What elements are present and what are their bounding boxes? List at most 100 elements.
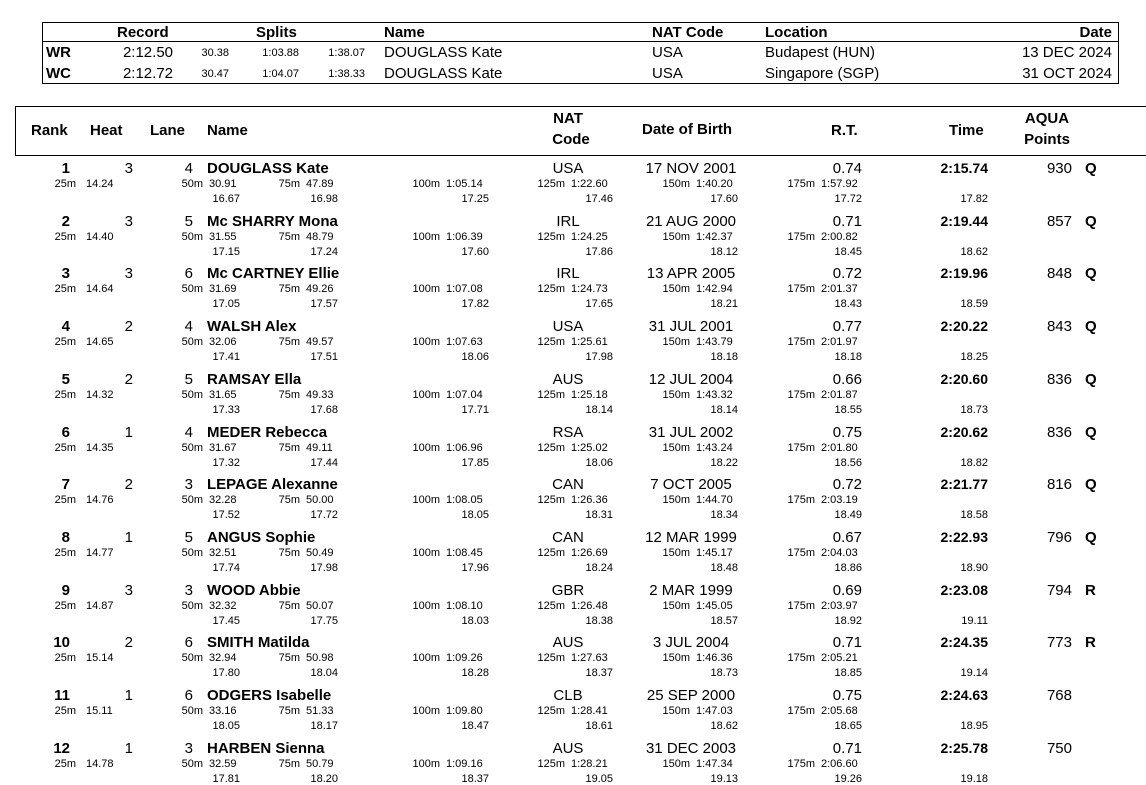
split-time: 1:09.26 [446, 652, 483, 665]
split-time: 50.49 [306, 546, 334, 559]
result-q: Q [1085, 160, 1097, 177]
split-time: 2:06.60 [821, 757, 858, 770]
result-q: Q [1085, 476, 1097, 494]
lap-time: 18.82 [960, 456, 988, 469]
split-time: 32.59 [209, 757, 237, 770]
record-nat: USA [652, 65, 683, 82]
split-label: 75m [278, 283, 300, 296]
result-dob: 3 JUL 2004 [652, 634, 730, 652]
split-time: 31.67 [209, 441, 237, 454]
lap-time: 16.67 [212, 193, 240, 205]
split-label: 50m [181, 757, 203, 770]
split-label: 150m [662, 494, 690, 507]
lap-time: 18.21 [710, 298, 738, 311]
split-time: 2:03.97 [821, 599, 858, 612]
result-q: R [1085, 634, 1096, 652]
split-time: 1:05.14 [446, 178, 483, 190]
split-label: 25m [54, 705, 76, 717]
split-time: 1:28.41 [571, 705, 608, 717]
lap-time: 17.86 [585, 245, 613, 258]
lap-time: 18.06 [461, 351, 489, 364]
split-label: 50m [181, 283, 203, 296]
result-heat: 2 [124, 318, 133, 336]
result-name: MEDER Rebecca [207, 423, 328, 441]
result-nat: RSA [552, 423, 584, 441]
lap-time: 18.14 [710, 403, 738, 416]
result-heat: 3 [124, 212, 133, 230]
result-name: WOOD Abbie [207, 581, 301, 599]
lap-time: 17.96 [461, 561, 489, 574]
split-time: 2:03.19 [821, 494, 858, 507]
split-time: 1:26.48 [571, 599, 608, 612]
lap-time: 19.26 [834, 772, 862, 785]
split-label: 25m [54, 178, 76, 190]
split-time: 14.87 [86, 599, 114, 612]
result-lane: 6 [184, 687, 193, 704]
lap-time: 17.98 [585, 351, 613, 364]
split-time: 32.51 [209, 546, 237, 559]
lap-time: 18.31 [585, 509, 613, 522]
result-rt: 0.77 [832, 318, 862, 336]
lap-time: 18.65 [834, 720, 862, 732]
split-label: 75m [278, 494, 300, 507]
result-time: 2:20.60 [940, 370, 988, 387]
split-label: 125m [537, 336, 565, 349]
result-lane: 5 [184, 212, 193, 230]
result-rt: 0.71 [832, 212, 862, 230]
result-heat: 1 [124, 423, 133, 441]
split-time: 1:06.39 [446, 230, 483, 243]
split-time: 32.06 [209, 336, 237, 349]
header-nat: NAT [553, 110, 583, 127]
result-points: 930 [1046, 160, 1072, 177]
lap-time: 18.43 [834, 298, 862, 311]
split-time: 2:00.82 [821, 230, 858, 243]
split-time: 1:47.34 [696, 757, 733, 770]
result-dob: 31 JUL 2001 [648, 318, 734, 336]
split-time: 32.94 [209, 652, 237, 665]
split-time: 15.14 [86, 652, 114, 665]
result-points: 768 [1046, 687, 1072, 704]
split-time: 1:46.36 [696, 652, 733, 665]
result-time: 2:21.77 [940, 476, 988, 493]
split-label: 150m [662, 652, 690, 665]
split-label: 125m [537, 441, 565, 454]
result-points: 848 [1046, 265, 1072, 283]
lap-time: 17.82 [960, 193, 988, 205]
lap-time: 17.98 [310, 561, 338, 574]
result-dob: 13 APR 2005 [646, 265, 736, 283]
split-time: 1:22.60 [571, 178, 608, 190]
record-location: Budapest (HUN) [765, 44, 876, 61]
split-label: 50m [181, 546, 203, 559]
split-time: 14.64 [86, 283, 114, 296]
split-label: 175m [787, 178, 815, 190]
split-label: 150m [662, 336, 690, 349]
lap-time: 18.12 [710, 245, 738, 258]
split-label: 175m [787, 757, 815, 770]
split-label: 50m [181, 178, 203, 190]
split-label: 175m [787, 230, 815, 243]
split-label: 25m [54, 283, 76, 296]
split-time: 50.07 [306, 599, 334, 612]
result-dob: 2 MAR 1999 [649, 581, 733, 599]
lap-time: 18.49 [834, 509, 862, 522]
result-q: Q [1085, 212, 1097, 230]
split-label: 125m [537, 178, 565, 190]
split-time: 1:45.05 [696, 599, 733, 612]
split-time: 1:25.61 [571, 336, 608, 349]
split-time: 1:44.70 [696, 494, 733, 507]
lap-time: 18.73 [960, 403, 988, 416]
split-time: 1:42.94 [696, 283, 733, 296]
result-nat: AUS [552, 634, 584, 652]
lap-time: 17.32 [212, 456, 240, 469]
split-time: 31.55 [209, 230, 237, 243]
split-label: 150m [662, 599, 690, 612]
split-time: 2:05.21 [821, 652, 858, 665]
split-time: 2:01.37 [821, 283, 858, 296]
lap-time: 18.37 [585, 667, 613, 680]
records-box [42, 22, 1119, 84]
result-nat: AUS [552, 370, 584, 388]
result-points: 796 [1046, 528, 1072, 546]
lap-time: 17.82 [461, 298, 489, 311]
split-label: 25m [54, 599, 76, 612]
lap-time: 18.05 [461, 509, 489, 522]
